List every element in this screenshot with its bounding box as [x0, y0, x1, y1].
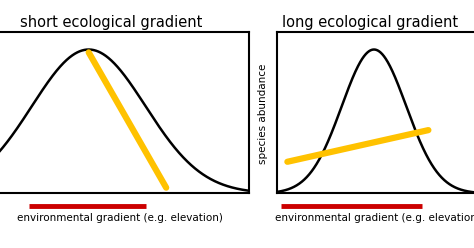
X-axis label: environmental gradient (e.g. elevation): environmental gradient (e.g. elevation): [17, 213, 223, 223]
X-axis label: environmental gradient (e.g. elevation): environmental gradient (e.g. elevation): [275, 213, 474, 223]
Text: long ecological gradient: long ecological gradient: [282, 15, 458, 30]
Text: species abundance: species abundance: [258, 64, 268, 164]
Text: short ecological gradient: short ecological gradient: [20, 15, 202, 30]
